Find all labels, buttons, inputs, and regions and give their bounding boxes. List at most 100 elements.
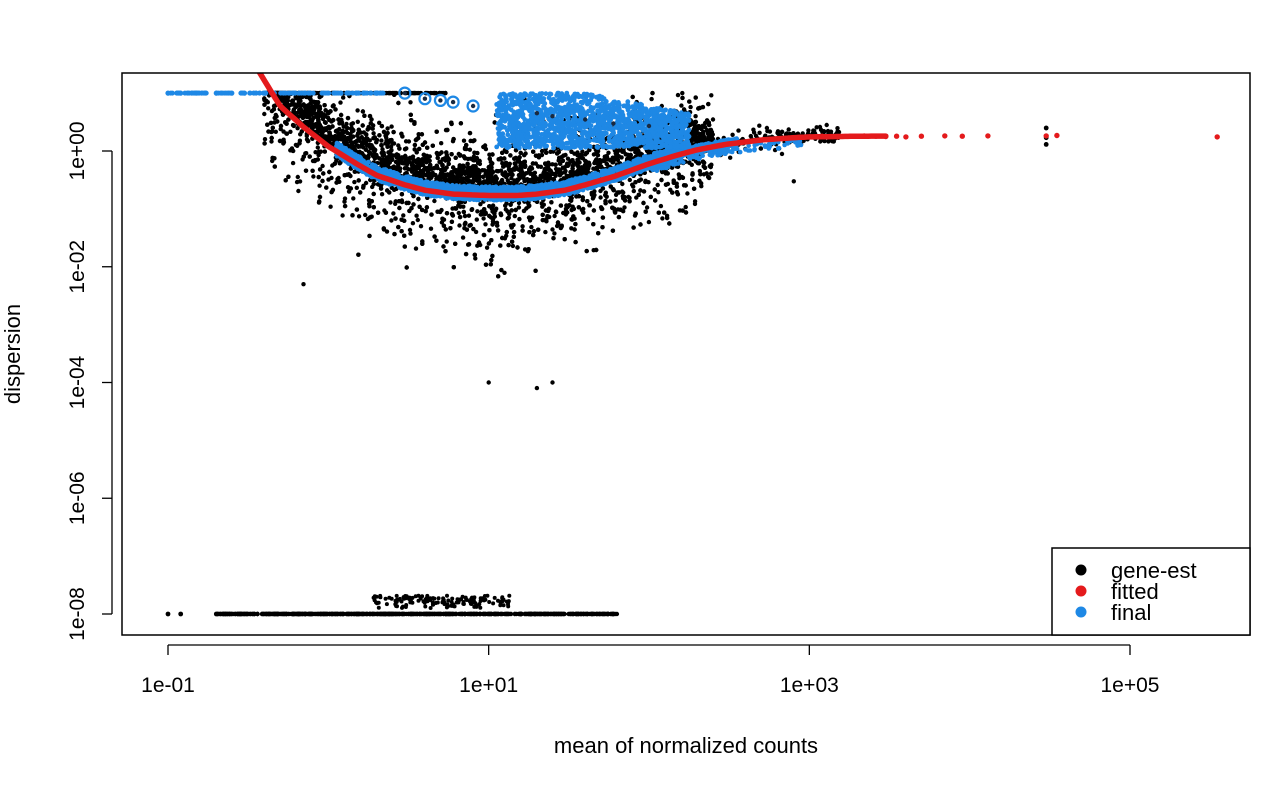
gene-est-point bbox=[550, 227, 555, 232]
gene-est-point bbox=[675, 92, 681, 98]
gene-est-point bbox=[613, 198, 618, 203]
gene-est-point bbox=[627, 199, 632, 204]
points-layer bbox=[165, 86, 1220, 617]
gene-est-point bbox=[604, 161, 609, 167]
gene-est-point bbox=[630, 182, 635, 187]
gene-est-point bbox=[443, 172, 449, 177]
gene-est-point bbox=[487, 213, 492, 219]
gene-est-point bbox=[317, 199, 322, 204]
gene-est-point bbox=[541, 170, 546, 176]
gene-est-point bbox=[434, 238, 439, 243]
gene-est-point bbox=[652, 187, 657, 192]
gene-est-point bbox=[423, 172, 428, 178]
gene-est-point bbox=[389, 124, 394, 129]
gene-est-point bbox=[549, 200, 554, 205]
gene-est-point bbox=[363, 212, 368, 218]
gene-est-point bbox=[404, 200, 409, 206]
gene-est-point bbox=[281, 129, 286, 134]
gene-est-point bbox=[444, 211, 450, 216]
gene-est-point bbox=[606, 150, 611, 155]
gene-est-point bbox=[650, 90, 655, 96]
gene-est-point bbox=[627, 177, 632, 183]
gene-est-point bbox=[633, 211, 638, 216]
gene-est-point bbox=[516, 177, 521, 182]
gene-est-point bbox=[709, 130, 714, 135]
gene-est-point bbox=[622, 198, 628, 203]
gene-est-point bbox=[571, 206, 576, 212]
gene-est-point bbox=[377, 120, 382, 126]
gene-est-point bbox=[371, 131, 376, 136]
gene-est-point bbox=[402, 244, 407, 249]
gene-est-point bbox=[693, 114, 698, 119]
gene-est-point bbox=[610, 186, 616, 192]
gene-est-point bbox=[463, 220, 468, 226]
gene-est-point bbox=[483, 262, 489, 267]
gene-est-point bbox=[679, 103, 684, 108]
gene-est-point bbox=[408, 112, 413, 118]
gene-est-point bbox=[336, 117, 341, 122]
gene-est-point bbox=[271, 107, 277, 112]
gene-est-point bbox=[710, 117, 716, 122]
gene-est-point bbox=[681, 183, 687, 188]
gene-est-point bbox=[436, 175, 442, 181]
gene-est-point bbox=[307, 154, 312, 159]
gene-est-point bbox=[508, 169, 513, 174]
gene-est-point bbox=[660, 169, 665, 175]
gene-est-point bbox=[379, 138, 384, 143]
gene-est-point bbox=[484, 245, 490, 250]
gene-est-point bbox=[408, 231, 413, 236]
gene-est-point bbox=[493, 208, 498, 213]
gene-est-point bbox=[545, 163, 550, 169]
gene-est-point bbox=[559, 224, 564, 229]
gene-est-point bbox=[411, 164, 417, 169]
gene-est-point bbox=[377, 133, 382, 138]
gene-est-point bbox=[457, 214, 463, 220]
gene-est-point bbox=[521, 208, 527, 214]
gene-est-point bbox=[339, 120, 345, 125]
gene-est-point bbox=[531, 232, 536, 238]
gene-est-point bbox=[509, 176, 514, 181]
gene-est-point bbox=[380, 147, 385, 152]
gene-est-point bbox=[546, 173, 551, 179]
gene-est-point bbox=[663, 182, 669, 187]
gene-est-point bbox=[603, 198, 608, 204]
gene-est-point bbox=[698, 172, 703, 177]
gene-est-point bbox=[565, 204, 570, 210]
gene-est-point bbox=[410, 221, 416, 226]
gene-est-point bbox=[369, 117, 374, 122]
gene-est-point bbox=[533, 268, 538, 273]
gene-est-point bbox=[317, 183, 322, 188]
gene-est-point bbox=[404, 265, 409, 270]
gene-est-point bbox=[503, 203, 508, 208]
gene-est-point bbox=[423, 209, 428, 214]
gene-est-point bbox=[641, 189, 647, 194]
gene-est-point bbox=[570, 158, 575, 163]
gene-est-point bbox=[563, 168, 568, 174]
gene-est-point bbox=[516, 205, 522, 210]
gene-est-point bbox=[670, 190, 675, 195]
gene-est-point bbox=[338, 133, 344, 138]
gene-est-point bbox=[488, 170, 493, 176]
gene-est-point bbox=[301, 154, 306, 159]
gene-est-point bbox=[498, 243, 503, 248]
gene-est-point bbox=[569, 226, 574, 231]
gene-est-point bbox=[437, 209, 443, 215]
gene-est-point bbox=[483, 222, 488, 227]
gene-est-point bbox=[585, 199, 590, 204]
gene-est-point bbox=[489, 238, 494, 243]
gene-est-point bbox=[560, 165, 566, 170]
gene-est-point bbox=[584, 248, 589, 254]
gene-est-point bbox=[557, 155, 562, 161]
gene-est-point bbox=[388, 200, 393, 205]
gene-est-point bbox=[428, 226, 434, 231]
gene-est-point bbox=[511, 229, 517, 235]
gene-est-point bbox=[299, 112, 304, 118]
gene-est-point bbox=[371, 181, 376, 187]
gene-est-point bbox=[550, 162, 555, 167]
gene-est-point bbox=[341, 95, 346, 100]
gene-est-point bbox=[313, 122, 318, 127]
gene-est-point bbox=[653, 198, 658, 203]
gene-est-point bbox=[613, 210, 618, 215]
gene-est-point bbox=[480, 168, 485, 173]
